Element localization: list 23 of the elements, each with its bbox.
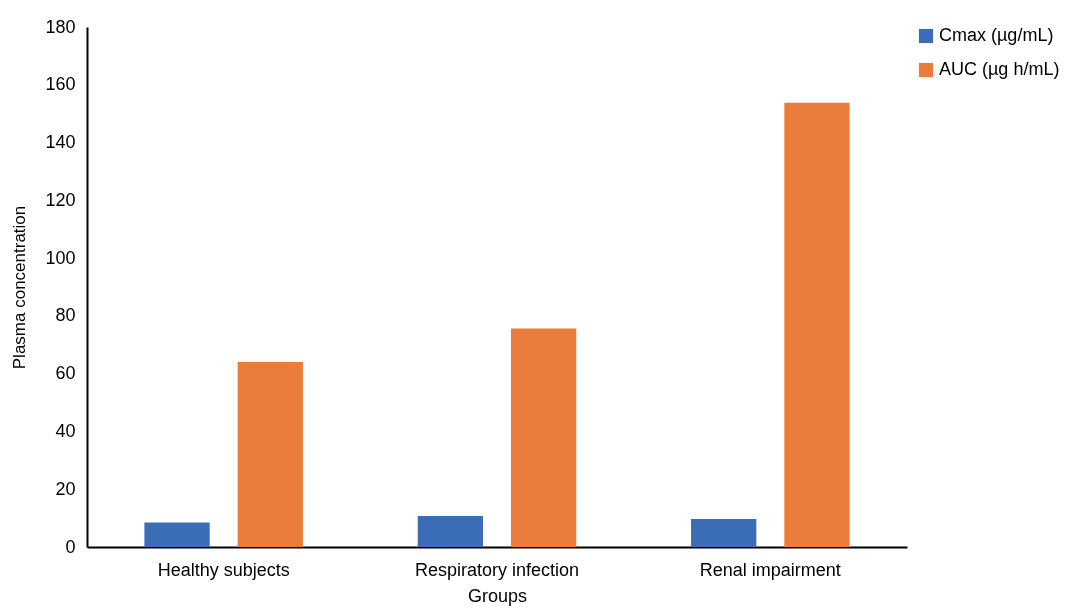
- y-tick-label: 80: [55, 305, 76, 326]
- bar: [510, 328, 577, 547]
- y-tick-label: 40: [55, 420, 76, 441]
- legend-label: AUC (µg h/mL): [939, 59, 1060, 79]
- y-tick-label: 0: [65, 536, 76, 557]
- x-axis-title: Groups: [467, 585, 528, 606]
- y-tick-label: 140: [45, 132, 76, 153]
- y-tick-label: 100: [45, 247, 76, 268]
- x-tick-label: Healthy subjects: [157, 559, 290, 580]
- bar: [144, 522, 210, 547]
- bar: [237, 362, 303, 547]
- bar: [691, 518, 757, 547]
- bar: [417, 516, 484, 547]
- y-tick-label: 120: [45, 189, 76, 210]
- y-tick-label: 180: [45, 16, 76, 37]
- y-tick-label: 60: [55, 363, 76, 384]
- x-tick-label: Renal impairment: [699, 559, 841, 580]
- y-tick-label: 20: [55, 478, 76, 499]
- y-axis-title: Plasma concentration: [10, 205, 30, 370]
- legend-label: Cmax (µg/mL): [939, 25, 1054, 45]
- bar: [784, 102, 850, 547]
- x-tick-label: Respiratory infection: [414, 559, 580, 580]
- y-tick-label: 160: [45, 74, 76, 95]
